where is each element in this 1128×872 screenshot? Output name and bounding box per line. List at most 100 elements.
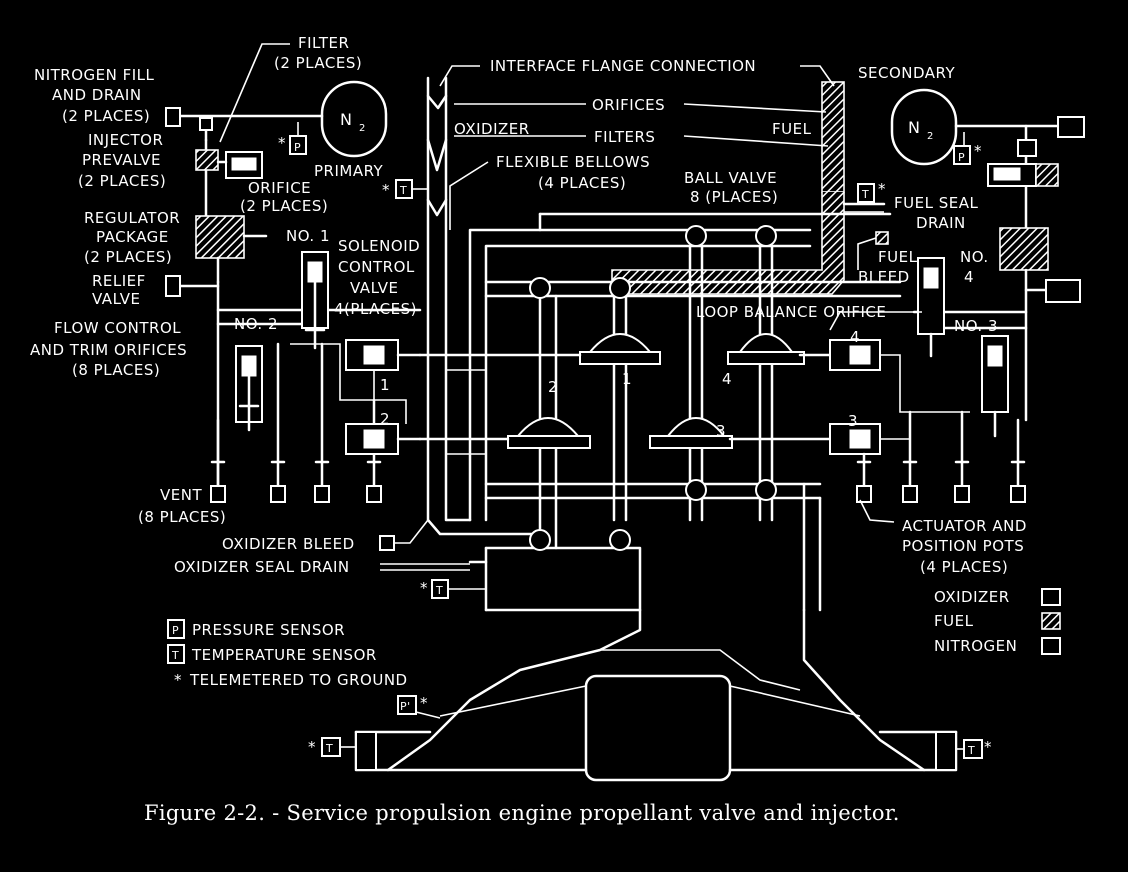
label-no1: NO. 1 bbox=[286, 227, 330, 245]
label-vent-2: (8 PLACES) bbox=[138, 508, 226, 526]
label-injector-prevalve-2: PREVALVE bbox=[82, 151, 161, 169]
label-orifices: ORIFICES bbox=[592, 96, 665, 114]
label-flexible-bellows-1: FLEXIBLE BELLOWS bbox=[496, 153, 650, 171]
label-oxidizer-seal-drain: OXIDIZER SEAL DRAIN bbox=[174, 558, 350, 576]
sensor-legend: P PRESSURE SENSOR T TEMPERATURE SENSOR *… bbox=[167, 619, 408, 689]
label-vent-1: VENT bbox=[160, 486, 202, 504]
primary-n2-label: N bbox=[340, 110, 352, 129]
svg-text:*: * bbox=[974, 142, 982, 160]
label-no4-2: 4 bbox=[964, 268, 974, 286]
label-orifice-1: ORIFICE bbox=[248, 179, 311, 197]
label-actuator-1: ACTUATOR AND bbox=[902, 517, 1027, 535]
legend-pressure-box bbox=[167, 619, 185, 639]
diagram-labels: FILTER (2 PLACES) NITROGEN FILL AND DRAI… bbox=[30, 34, 1027, 759]
injector bbox=[354, 608, 958, 782]
svg-text:*: * bbox=[308, 738, 316, 756]
label-no3: NO. 3 bbox=[954, 317, 998, 335]
label-fuel-seal-drain-2: DRAIN bbox=[916, 214, 966, 232]
legend-oxidizer: OXIDIZER bbox=[934, 588, 1010, 606]
svg-text:T: T bbox=[399, 184, 407, 197]
svg-text:*: * bbox=[420, 579, 428, 597]
legend-fuel-swatch bbox=[1041, 612, 1061, 630]
label-solenoid-2: CONTROL bbox=[338, 258, 415, 276]
label-nitrogen-fill-2: AND DRAIN bbox=[52, 86, 142, 104]
label-regulator-1: REGULATOR bbox=[84, 209, 180, 227]
label-nitrogen-fill-3: (2 PLACES) bbox=[62, 107, 150, 125]
svg-text:P: P bbox=[958, 151, 965, 164]
relief-valve-left bbox=[165, 275, 181, 297]
label-num-3-center: 3 bbox=[716, 422, 726, 440]
vent-fittings-right bbox=[856, 460, 1026, 503]
svg-text:*: * bbox=[878, 180, 886, 198]
label-num-3-right: 3 bbox=[848, 412, 858, 430]
fuel-inlet-line bbox=[821, 81, 845, 193]
label-num-1-left: 1 bbox=[380, 376, 390, 394]
injector-chamber bbox=[584, 674, 732, 782]
label-actuator-3: (4 PLACES) bbox=[920, 558, 1008, 576]
label-ball-valve-2: 8 (PLACES) bbox=[690, 188, 778, 206]
label-oxidizer-bleed: OXIDIZER BLEED bbox=[222, 535, 355, 553]
svg-text:N: N bbox=[908, 118, 920, 137]
legend-oxidizer-swatch bbox=[1041, 588, 1061, 606]
label-ball-valve-1: BALL VALVE bbox=[684, 169, 777, 187]
svg-text:T: T bbox=[325, 742, 333, 755]
primary-nitrogen-system: N 2 P * bbox=[165, 80, 422, 503]
label-filter-2: (2 PLACES) bbox=[274, 54, 362, 72]
label-solenoid-4: 4(PLACES) bbox=[334, 300, 417, 318]
label-flow-control-3: (8 PLACES) bbox=[72, 361, 160, 379]
svg-text:P: P bbox=[172, 624, 179, 637]
label-regulator-2: PACKAGE bbox=[96, 228, 169, 246]
svg-text:T: T bbox=[171, 649, 179, 662]
svg-text:T: T bbox=[967, 744, 975, 757]
label-secondary: SECONDARY bbox=[858, 64, 956, 82]
primary-n2-sub: 2 bbox=[359, 123, 366, 134]
legend-fuel: FUEL bbox=[934, 612, 974, 630]
label-fuel-bleed-2: BLEED bbox=[858, 268, 910, 286]
legend-temperature-box bbox=[167, 644, 185, 664]
label-regulator-3: (2 PLACES) bbox=[84, 248, 172, 266]
label-solenoid-3: VALVE bbox=[350, 279, 399, 297]
svg-text:T: T bbox=[861, 188, 869, 201]
label-num-1-center: 1 bbox=[622, 370, 632, 388]
ball-valves bbox=[529, 225, 777, 551]
label-flow-control-2: AND TRIM ORIFICES bbox=[30, 341, 187, 359]
legend-nitrogen-swatch bbox=[1041, 637, 1061, 655]
label-interface-flange: INTERFACE FLANGE CONNECTION bbox=[490, 57, 756, 75]
label-loop-balance: LOOP BALANCE ORIFICE bbox=[696, 303, 886, 321]
actuator-bellows bbox=[507, 333, 805, 449]
label-relief-1: RELIEF bbox=[92, 272, 146, 290]
label-flow-control-1: FLOW CONTROL bbox=[54, 319, 181, 337]
label-no4-1: NO. bbox=[960, 248, 989, 266]
svg-text:*: * bbox=[278, 134, 286, 152]
legend-nitrogen: NITROGEN bbox=[934, 637, 1017, 655]
fill-drain-fitting-right bbox=[1057, 116, 1085, 138]
svg-text:2: 2 bbox=[927, 131, 934, 142]
label-oxidizer: OXIDIZER bbox=[454, 120, 530, 138]
label-fuel-bleed-1: FUEL bbox=[878, 248, 918, 266]
label-injector-prevalve-3: (2 PLACES) bbox=[78, 172, 166, 190]
label-fuel: FUEL bbox=[772, 120, 812, 138]
interface-pipes bbox=[418, 76, 902, 612]
label-filters: FILTERS bbox=[594, 128, 655, 146]
label-actuator-2: POSITION POTS bbox=[902, 537, 1024, 555]
label-flexible-bellows-2: (4 PLACES) bbox=[538, 174, 626, 192]
primary-pressure-sensor-box bbox=[289, 135, 307, 155]
svg-text:*: * bbox=[382, 181, 390, 199]
label-injector-prevalve-1: INJECTOR bbox=[88, 131, 163, 149]
label-relief-2: VALVE bbox=[92, 290, 141, 308]
label-no2: NO. 2 bbox=[234, 315, 278, 333]
vent-fittings-left bbox=[210, 460, 382, 503]
label-solenoid-1: SOLENOID bbox=[338, 237, 420, 255]
legend-pressure-sensor: PRESSURE SENSOR bbox=[192, 621, 345, 639]
legend-telemetered: TELEMETERED TO GROUND bbox=[189, 671, 408, 689]
label-num-2-left: 2 bbox=[380, 410, 390, 428]
relief-valve-right bbox=[1045, 279, 1081, 303]
label-fuel-seal-drain-1: FUEL SEAL bbox=[894, 194, 978, 212]
legend-temperature-sensor: TEMPERATURE SENSOR bbox=[191, 646, 377, 664]
regulator-package-right bbox=[999, 227, 1049, 271]
svg-text:*: * bbox=[174, 671, 182, 689]
regulator-package-left bbox=[195, 215, 245, 259]
secondary-nitrogen-system: N 2 P * bbox=[829, 88, 1085, 503]
label-nitrogen-fill-1: NITROGEN FILL bbox=[34, 66, 155, 84]
